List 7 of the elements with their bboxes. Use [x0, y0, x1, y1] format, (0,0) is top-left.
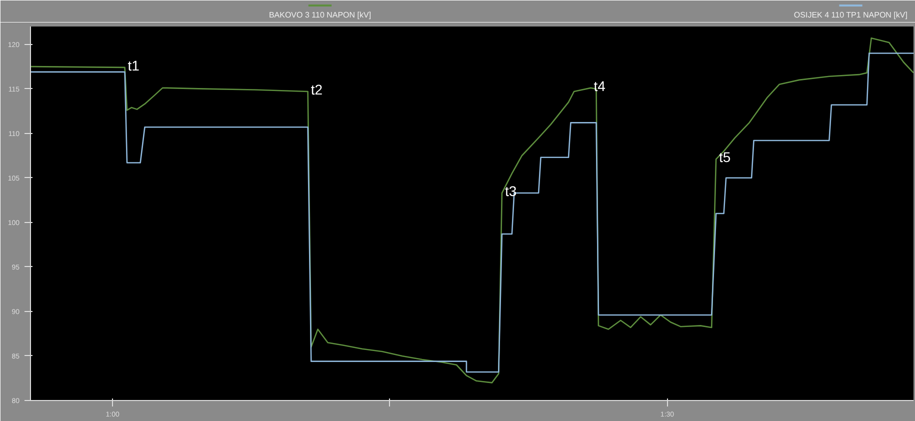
legend-label: BAKOVO 3 110 NAPON [kV]: [268, 10, 372, 20]
annotation: t2: [310, 82, 323, 98]
annotation: t3: [504, 183, 517, 200]
annotation: t4: [594, 78, 606, 94]
annotation: t5: [719, 149, 731, 166]
legend-label: OSIJEK 4 110 TP1 NAPON [kV]: [794, 10, 908, 20]
annotation: t1: [128, 57, 140, 74]
